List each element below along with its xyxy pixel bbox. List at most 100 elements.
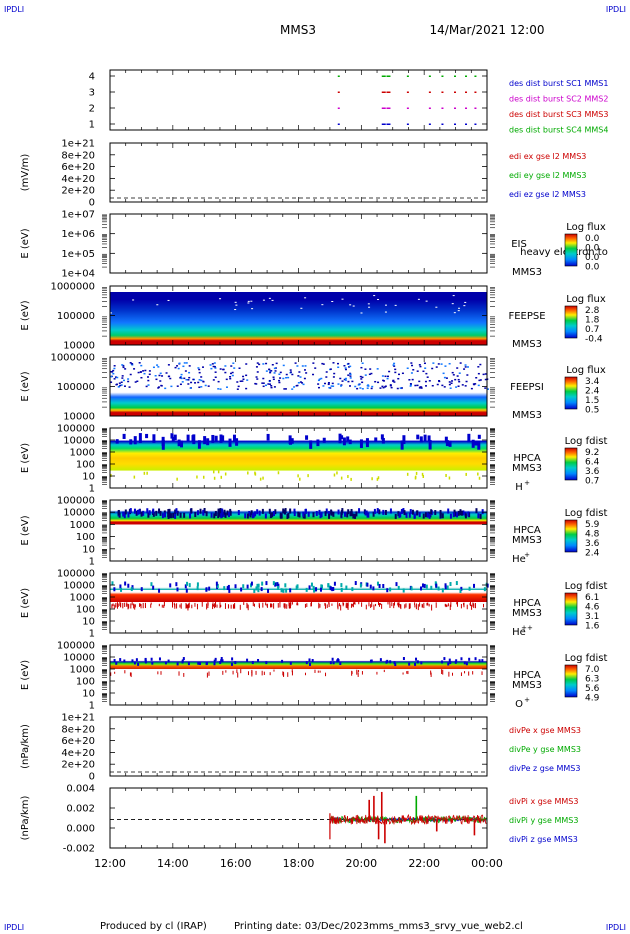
burst-interval-mark	[337, 123, 340, 125]
texture-dot	[122, 379, 125, 382]
texture-dot	[121, 377, 124, 379]
texture-dot	[455, 659, 458, 663]
texture-dot	[190, 381, 193, 384]
texture-dot	[358, 669, 360, 673]
texture-dot	[224, 472, 227, 476]
texture-dot	[305, 435, 309, 440]
texture-dot	[300, 307, 303, 309]
texture-dot	[442, 669, 444, 675]
texture-dot	[340, 385, 343, 387]
texture-dot	[267, 383, 270, 385]
texture-dot	[148, 373, 151, 376]
texture-dot	[345, 585, 348, 590]
texture-dot	[228, 604, 230, 608]
texture-dot	[197, 440, 201, 449]
texture-dot	[402, 672, 404, 675]
texture-dot	[449, 513, 452, 519]
texture-dot	[235, 304, 238, 306]
texture-dot	[227, 512, 230, 518]
texture-dot	[381, 385, 384, 388]
texture-dot	[186, 604, 188, 608]
texture-dot	[117, 603, 119, 607]
burst-interval-mark	[441, 107, 444, 109]
texture-dot	[210, 367, 213, 370]
texture-dot	[234, 584, 237, 589]
texture-dot	[169, 513, 172, 519]
texture-dot	[445, 604, 447, 608]
texture-dot	[293, 386, 296, 388]
texture-dot	[376, 581, 379, 586]
colorbar-label: 0.5	[585, 406, 599, 416]
texture-dot	[321, 362, 324, 365]
texture-dot	[414, 384, 417, 387]
texture-dot	[176, 603, 178, 609]
texture-dot	[419, 365, 422, 368]
texture-dot	[479, 363, 482, 366]
texture-dot	[161, 513, 164, 519]
colorbar-label: 0.0	[585, 234, 600, 244]
texture-dot	[225, 378, 228, 381]
texture-dot	[479, 379, 482, 381]
texture-dot	[287, 672, 289, 677]
colorbar-label: 4.8	[585, 530, 600, 540]
texture-dot	[112, 372, 115, 375]
texture-dot	[448, 476, 451, 480]
texture-dot	[196, 582, 199, 587]
texture-dot	[239, 380, 242, 383]
texture-dot	[444, 585, 447, 590]
texture-dot	[443, 657, 446, 661]
texture-dot	[247, 471, 249, 475]
texture-dot	[419, 436, 423, 443]
texture-dot	[213, 662, 216, 666]
texture-dot	[187, 662, 190, 666]
texture-dot	[329, 586, 332, 591]
texture-dot	[173, 602, 175, 606]
texture-dot	[367, 512, 370, 518]
texture-dot	[320, 584, 323, 589]
texture-dot	[180, 603, 182, 609]
texture-dot	[146, 471, 148, 475]
texture-dot	[444, 436, 448, 443]
texture-dot	[167, 375, 170, 378]
texture-dot	[475, 377, 478, 379]
texture-dot	[370, 387, 373, 390]
colorbar-label: 4.6	[585, 603, 600, 613]
texture-dot	[194, 382, 197, 384]
texture-dot	[157, 387, 160, 389]
texture-dot	[143, 471, 146, 475]
texture-dot	[474, 602, 476, 609]
texture-dot	[435, 583, 438, 588]
texture-dot	[397, 604, 399, 607]
texture-dot	[297, 375, 300, 377]
texture-dot	[428, 603, 430, 607]
texture-dot	[444, 365, 447, 367]
texture-dot	[110, 381, 113, 383]
texture-dot	[280, 588, 283, 593]
texture-dot	[284, 603, 286, 609]
y-tick-label: 1000	[70, 593, 95, 604]
burst-interval-mark	[381, 75, 386, 77]
texture-dot	[444, 603, 446, 607]
spectrogram-fill	[110, 357, 487, 416]
texture-dot	[441, 660, 444, 664]
texture-dot	[176, 587, 179, 592]
spectrogram-texture	[110, 295, 467, 314]
texture-dot	[402, 508, 405, 514]
texture-dot	[246, 513, 249, 519]
texture-dot	[261, 670, 263, 676]
texture-dot	[214, 371, 217, 373]
texture-dot	[347, 509, 350, 515]
texture-dot	[376, 477, 379, 481]
texture-dot	[384, 386, 387, 388]
texture-dot	[124, 602, 126, 607]
texture-dot	[372, 511, 375, 517]
legend-entry: des dist burst SC4 MMS4	[509, 126, 608, 135]
texture-dot	[255, 376, 258, 378]
texture-dot	[430, 672, 432, 677]
texture-dot	[329, 368, 332, 370]
texture-dot	[140, 364, 143, 367]
texture-dot	[180, 440, 184, 448]
texture-dot	[213, 513, 216, 519]
texture-dot	[212, 470, 215, 474]
texture-dot	[332, 376, 335, 378]
